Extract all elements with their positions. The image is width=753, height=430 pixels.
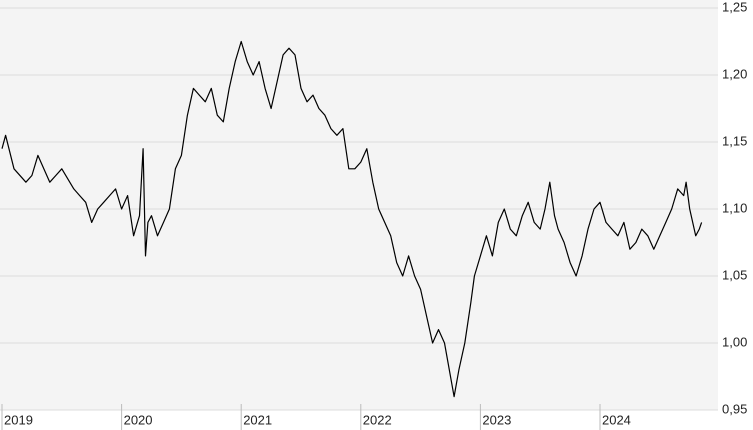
x-tick-label: 2020 [124,412,153,427]
y-tick-label: 1,20 [722,66,747,81]
plot-area [0,0,718,410]
x-tick-label: 2019 [4,412,33,427]
x-tick-label: 2022 [363,412,392,427]
y-tick-label: 1,05 [722,267,747,282]
y-tick-label: 1,10 [722,200,747,215]
x-tick-label: 2023 [482,412,511,427]
y-tick-label: 0,95 [722,401,747,416]
price-line [1,40,703,398]
y-tick-label: 1,15 [722,133,747,148]
x-tick-label: 2021 [243,412,272,427]
y-tick-label: 1,00 [722,334,747,349]
y-tick-label: 1,25 [722,0,747,14]
x-tick-label: 2024 [602,412,631,427]
